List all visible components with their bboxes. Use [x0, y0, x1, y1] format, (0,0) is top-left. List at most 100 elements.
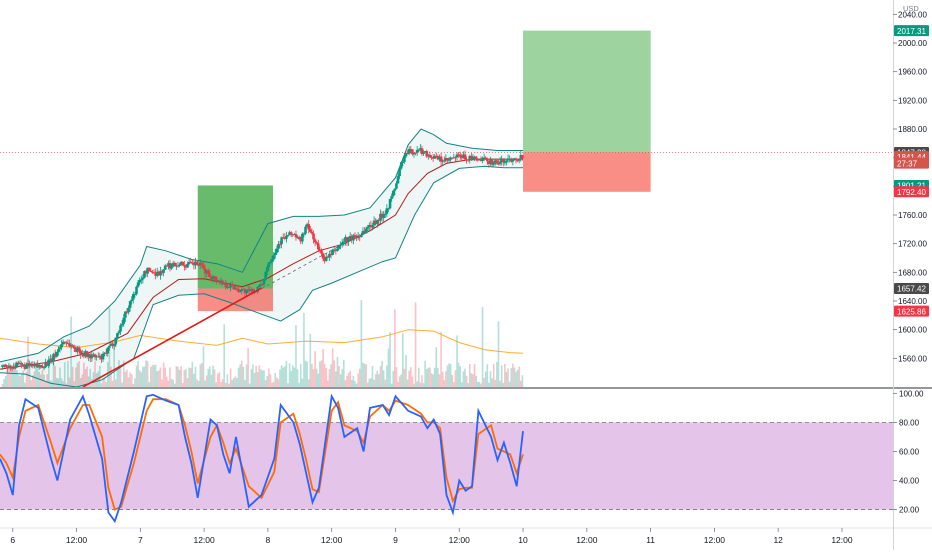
candle-body: [21, 364, 25, 366]
oscillator-d-line: [0, 398, 524, 511]
volume-bar: [3, 378, 5, 387]
candle-body: [315, 242, 318, 244]
candle-body: [238, 290, 242, 292]
candle-body: [324, 256, 328, 261]
candle-body: [45, 362, 49, 366]
volume-bar: [218, 372, 221, 387]
volume-bar: [189, 368, 192, 387]
candle-body: [101, 353, 105, 360]
candle-body: [414, 152, 417, 154]
candle-body: [146, 267, 149, 274]
volume-bar: [288, 363, 291, 387]
candle-body: [68, 343, 71, 347]
oscillator-tick-label: 20.00: [899, 506, 920, 515]
price-tick-label: 1640.00: [898, 297, 927, 306]
candle-body: [243, 288, 247, 294]
candle-body: [44, 362, 47, 368]
candle-body: [80, 352, 84, 356]
volume-bar: [376, 370, 379, 387]
volume-bar: [143, 366, 146, 387]
candle-body: [396, 176, 400, 184]
volume-bar: [394, 309, 396, 387]
volume-bar: [516, 369, 519, 387]
volume-bar: [408, 370, 410, 387]
candle-body: [471, 157, 475, 161]
volume-bar: [204, 380, 206, 387]
candles-layer: [1, 144, 524, 373]
candle-body: [299, 239, 303, 242]
candle-body: [25, 364, 28, 369]
volume-bar: [330, 364, 332, 387]
volume-bar: [148, 382, 151, 387]
volume-bar: [500, 365, 503, 387]
candle-body: [463, 154, 467, 160]
volume-bar: [307, 379, 310, 387]
volume-bar: [513, 367, 516, 387]
volume-bar: [228, 383, 230, 387]
candle-body: [356, 235, 360, 239]
volume-bar: [199, 364, 202, 387]
candle-body: [28, 363, 31, 367]
bollinger-lower-line: [0, 165, 523, 387]
volume-bar: [71, 366, 74, 387]
candle-body: [61, 341, 65, 345]
candle-body: [283, 237, 287, 239]
candle-body: [382, 214, 385, 219]
volume-bar: [89, 368, 92, 387]
price-label-text: 1792.40: [897, 188, 926, 197]
candle-body: [73, 346, 76, 349]
volume-bar: [327, 380, 329, 387]
volume-bar: [488, 382, 490, 387]
candle-body: [119, 325, 122, 332]
candle-body: [229, 284, 232, 288]
candle-body: [506, 158, 510, 161]
volume-bar: [134, 378, 136, 387]
volume-bar: [406, 379, 409, 387]
candle-body: [4, 364, 8, 368]
volume-bar: [105, 382, 108, 387]
candle-body: [517, 159, 521, 161]
volume-bar: [63, 362, 66, 387]
volume-bar: [167, 380, 170, 387]
candle-body: [213, 276, 216, 278]
volume-bar: [290, 370, 292, 387]
candle-body: [246, 289, 250, 291]
candle-body: [368, 225, 371, 228]
volume-bar: [461, 382, 463, 387]
candle-body: [151, 271, 154, 273]
volume-bar: [520, 380, 522, 387]
volume-bar: [183, 370, 186, 387]
candle-body: [446, 158, 449, 161]
candle-body: [375, 219, 379, 224]
candle-body: [26, 363, 30, 365]
candle-body: [519, 155, 523, 160]
price-label-box: [894, 283, 929, 295]
volume-bar: [405, 354, 407, 387]
volume-bar: [504, 363, 506, 387]
candle-body: [377, 219, 381, 221]
candle-body: [393, 188, 397, 191]
candle-body: [466, 159, 470, 161]
volume-bar: [6, 370, 9, 387]
volume-bar: [397, 382, 399, 387]
candle-body: [93, 354, 97, 358]
candle-body: [457, 154, 460, 156]
candle-body: [473, 156, 476, 158]
volume-bar: [99, 365, 101, 387]
candle-body: [31, 365, 35, 367]
volume-bar: [215, 382, 218, 387]
volume-bar: [146, 361, 149, 387]
volume-bar: [266, 375, 269, 387]
price-tick-label: 2040.00: [898, 10, 927, 19]
volume-bar: [349, 370, 351, 387]
volume-bar: [468, 364, 471, 387]
volume-bar: [518, 366, 521, 387]
price-label-text: 1841.44: [897, 153, 926, 162]
volume-bar: [457, 362, 460, 387]
volume-bar: [55, 377, 58, 387]
candle-body: [328, 253, 331, 258]
position-1-loss-zone: [197, 288, 274, 312]
volume-bar: [462, 371, 465, 387]
